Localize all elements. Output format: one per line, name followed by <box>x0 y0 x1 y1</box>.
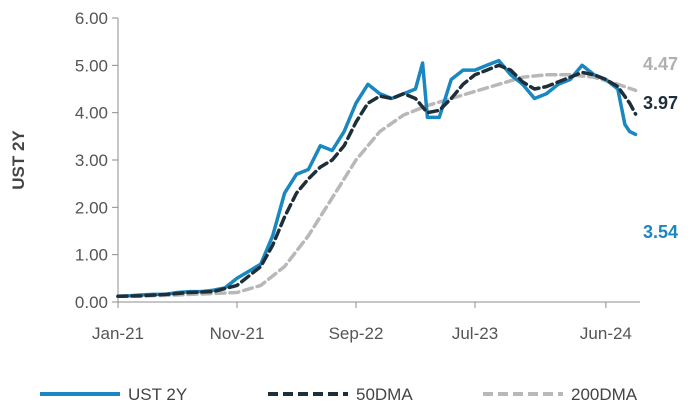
y-tick-label: 5.00 <box>75 56 108 75</box>
x-tick-label: Nov-21 <box>210 324 265 343</box>
y-tick-label: 6.00 <box>75 9 108 28</box>
x-tick-label: Jun-24 <box>580 324 632 343</box>
y-tick-label: 2.00 <box>75 198 108 217</box>
legend-label-50dma: 50DMA <box>356 385 413 404</box>
x-tick-label: Sep-22 <box>329 324 384 343</box>
end-label-ust-2y: 3.54 <box>643 222 678 242</box>
series-line-50dma <box>116 63 638 299</box>
series-line-ust-2y <box>116 58 638 299</box>
y-tick-label: 0.00 <box>75 293 108 312</box>
y-tick-label: 1.00 <box>75 246 108 265</box>
legend-label-200dma: 200DMA <box>571 385 638 404</box>
y-axis-label: UST 2Y <box>9 130 28 190</box>
y-tick-label: 4.00 <box>75 104 108 123</box>
end-label-200dma: 4.47 <box>643 54 678 74</box>
y-tick-label: 3.00 <box>75 151 108 170</box>
legend-label-ust-2y: UST 2Y <box>128 385 187 404</box>
series-line-200dma <box>116 73 638 299</box>
x-tick-label: Jan-21 <box>92 324 144 343</box>
end-label-50dma: 3.97 <box>643 93 678 113</box>
x-tick-label: Jul-23 <box>452 324 498 343</box>
